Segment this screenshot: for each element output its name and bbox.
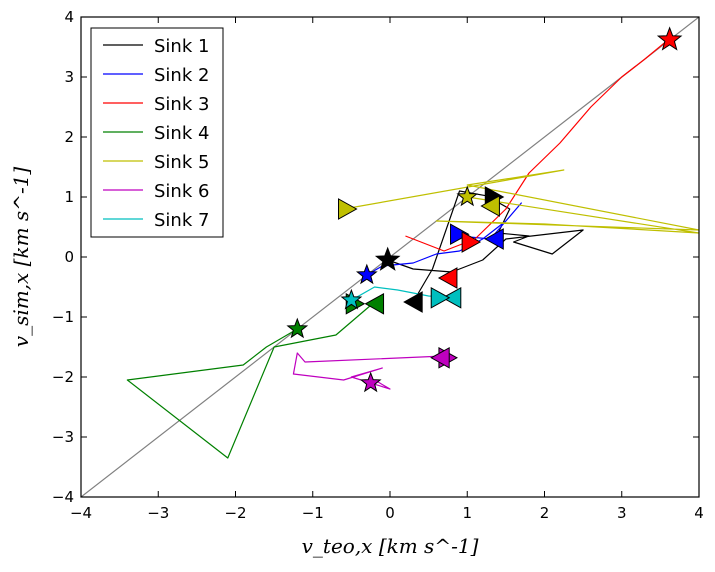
legend-label-sink-1: Sink 1 <box>154 36 209 57</box>
y-tick-label: −1 <box>52 308 74 326</box>
end-marker-sink-7 <box>430 286 451 309</box>
end-marker-sink-5 <box>480 195 500 217</box>
y-tick-label: −3 <box>52 428 74 446</box>
star-marker-sink-1 <box>374 246 401 271</box>
x-tick-label: 1 <box>462 504 472 522</box>
legend-box <box>90 27 224 238</box>
end-marker-sink-6 <box>430 346 450 369</box>
start-marker-sink-7 <box>441 286 462 309</box>
x-tick-label: −3 <box>147 504 169 522</box>
x-tick-label: −2 <box>224 504 246 522</box>
star-marker-sink-3 <box>656 26 683 51</box>
x-tick-label: 0 <box>385 504 395 522</box>
star-marker-sink-7 <box>340 288 363 310</box>
start-marker-sink-3 <box>437 267 458 289</box>
series-line-sink-4 <box>126 301 375 459</box>
y-tick-label: 3 <box>64 68 74 86</box>
legend-label-sink-5: Sink 5 <box>154 152 209 173</box>
x-axis-label: v_teo,x [km s^-1] <box>302 534 479 558</box>
series-line-sink-5 <box>343 169 699 234</box>
y-tick-label: 4 <box>64 8 74 26</box>
y-tick-label: −4 <box>52 488 74 506</box>
legend-label-sink-3: Sink 3 <box>154 94 209 115</box>
axes: −4 −3 −2 −1 0 1 2 3 4 −4 −3 −2 −1 0 1 2 3 4 <box>52 8 704 522</box>
legend-label-sink-6: Sink 6 <box>154 181 209 202</box>
x-tick-label: 2 <box>540 504 550 522</box>
plot-clip-group <box>81 17 699 497</box>
series-line-sink-6 <box>292 352 445 390</box>
series-line-sink-3 <box>405 39 669 252</box>
x-tick-label: −1 <box>302 504 324 522</box>
y-axis-label: v_sim,x [km s^-1] <box>9 167 33 348</box>
start-marker-sink-4 <box>364 292 385 315</box>
y-tick-label: 0 <box>64 248 74 266</box>
x-tick-label: −4 <box>70 504 92 522</box>
end-marker-sink-3 <box>461 231 482 253</box>
legend-label-sink-4: Sink 4 <box>154 123 209 144</box>
start-marker-sink-1 <box>403 291 423 313</box>
x-tick-label: 4 <box>694 504 704 522</box>
legend-label-sink-7: Sink 7 <box>154 210 209 231</box>
star-marker-sink-2 <box>355 263 378 285</box>
legend: Sink 1 Sink 2 Sink 3 Sink 4 Sink 5 Sink 6 Sink… <box>90 27 224 238</box>
start-marker-sink-2 <box>484 228 504 250</box>
end-marker-sink-2 <box>450 223 470 246</box>
star-marker-sink-6 <box>359 371 382 393</box>
star-marker-sink-5 <box>456 185 479 207</box>
y-tick-label: 1 <box>64 188 74 206</box>
y-tick-label: −2 <box>52 368 74 386</box>
x-tick-label: 3 <box>617 504 627 522</box>
legend-label-sink-2: Sink 2 <box>154 65 209 86</box>
y-tick-label: 2 <box>64 128 74 146</box>
star-marker-sink-4 <box>286 317 309 339</box>
start-marker-sink-5 <box>338 198 358 220</box>
plot-area <box>81 17 699 497</box>
